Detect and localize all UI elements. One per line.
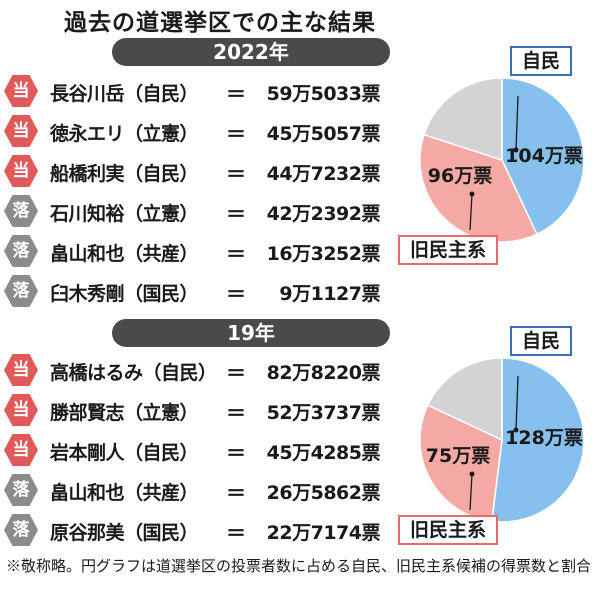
win-badge: 当 (4, 434, 38, 466)
candidate-row: 落 畠山和也（共産） ＝ 26万5862票 (4, 470, 404, 510)
candidate-name: 岩本剛人（自民） (50, 442, 199, 464)
candidate-row: 当 岩本剛人（自民） ＝ 45万4285票 (4, 430, 404, 470)
equals-sign: ＝ (226, 242, 246, 266)
candidate-row: 落 原谷那美（国民） ＝ 22万7174票 (4, 510, 404, 550)
pie-chart-2022: 104万票 96万票 (419, 77, 585, 243)
candidate-votes: 9万1127票 (279, 283, 380, 305)
win-badge: 当 (4, 115, 38, 147)
leader-line (515, 375, 519, 431)
leader-dot (513, 147, 519, 153)
candidate-name: 畠山和也（共産） (50, 482, 199, 504)
candidate-votes: 26万5862票 (266, 482, 381, 504)
leader-dot (469, 471, 475, 477)
candidate-row: 落 臼木秀剛（国民） ＝ 9万1127票 (4, 271, 404, 311)
candidate-votes: 16万3252票 (266, 243, 381, 265)
leader-dot (513, 427, 519, 433)
equals-sign: ＝ (226, 521, 246, 545)
lose-badge: 落 (4, 235, 38, 267)
pie-slice-other (423, 77, 503, 162)
candidate-row: 落 石川知裕（立憲） ＝ 42万2392票 (4, 191, 404, 231)
equals-sign: ＝ (226, 441, 246, 465)
legend-jimin-2022: 自民 (510, 46, 573, 76)
page-title: 過去の道選挙区での主な結果 (64, 10, 376, 36)
legend-kyuminshu-2019: 旧民主系 (398, 515, 499, 545)
candidate-votes: 45万5057票 (266, 123, 381, 145)
candidate-row: 落 畠山和也（共産） ＝ 16万3252票 (4, 231, 404, 271)
data-label-kyuminshu: 75万票 (426, 445, 490, 467)
candidate-row: 当 高橋はるみ（自民） ＝ 82万8220票 (4, 350, 404, 390)
lose-badge: 落 (4, 514, 38, 546)
equals-sign: ＝ (226, 162, 246, 186)
equals-sign: ＝ (226, 202, 246, 226)
section-header-2022: 2022年 (112, 38, 390, 66)
candidate-row: 当 船橋利実（自民） ＝ 44万7232票 (4, 151, 404, 191)
candidate-name: 臼木秀剛（国民） (50, 283, 199, 305)
equals-sign: ＝ (226, 82, 246, 106)
equals-sign: ＝ (226, 361, 246, 385)
candidate-name: 原谷那美（国民） (50, 522, 199, 544)
candidate-votes: 22万7174票 (266, 522, 381, 544)
candidate-name: 徳永エリ（立憲） (50, 123, 199, 145)
candidate-row: 当 長谷川岳（自民） ＝ 59万5033票 (4, 71, 404, 111)
equals-sign: ＝ (226, 481, 246, 505)
equals-sign: ＝ (226, 282, 246, 306)
data-label-jimin: 104万票 (505, 145, 583, 167)
data-label-kyuminshu: 96万票 (428, 165, 492, 187)
lose-badge: 落 (4, 275, 38, 307)
candidate-row: 当 勝部賢志（立憲） ＝ 52万3737票 (4, 390, 404, 430)
pie-slice-other (426, 357, 503, 442)
leader-line (515, 95, 519, 151)
candidate-name: 高橋はるみ（自民） (50, 362, 217, 384)
equals-sign: ＝ (226, 401, 246, 425)
candidate-votes: 52万3737票 (266, 402, 381, 424)
candidate-votes: 45万4285票 (266, 442, 381, 464)
candidate-votes: 82万8220票 (266, 362, 381, 384)
candidate-name: 石川知裕（立憲） (50, 203, 199, 225)
lose-badge: 落 (4, 195, 38, 227)
section-header-2019: 19年 (112, 319, 390, 347)
leader-dot (469, 191, 475, 197)
candidate-name: 長谷川岳（自民） (50, 83, 199, 105)
equals-sign: ＝ (226, 122, 246, 146)
lose-badge: 落 (4, 474, 38, 506)
pie-slice-jimin (490, 357, 585, 523)
candidate-votes: 59万5033票 (266, 83, 381, 105)
candidate-row: 当 徳永エリ（立憲） ＝ 45万5057票 (4, 111, 404, 151)
candidate-votes: 44万7232票 (266, 163, 381, 185)
candidate-name: 畠山和也（共産） (50, 243, 199, 265)
footnote: ※敬称略。円グラフは道選挙区の投票者数に占める自民、旧民主系候補の得票数と割合 (6, 557, 592, 575)
leader-line (469, 193, 473, 231)
leader-line (469, 473, 473, 511)
legend-kyuminshu-2022: 旧民主系 (398, 235, 499, 265)
pie-slice-jimin (501, 77, 585, 236)
candidate-name: 勝部賢志（立憲） (50, 402, 199, 424)
win-badge: 当 (4, 394, 38, 426)
candidate-name: 船橋利実（自民） (50, 163, 199, 185)
win-badge: 当 (4, 155, 38, 187)
legend-jimin-2019: 自民 (510, 326, 573, 356)
candidate-votes: 42万2392票 (266, 203, 381, 225)
win-badge: 当 (4, 354, 38, 386)
pie-slice-kyuminshu (419, 133, 538, 243)
win-badge: 当 (4, 75, 38, 107)
data-label-jimin: 128万票 (505, 427, 583, 449)
pie-chart-2019: 128万票 75万票 (419, 357, 585, 523)
